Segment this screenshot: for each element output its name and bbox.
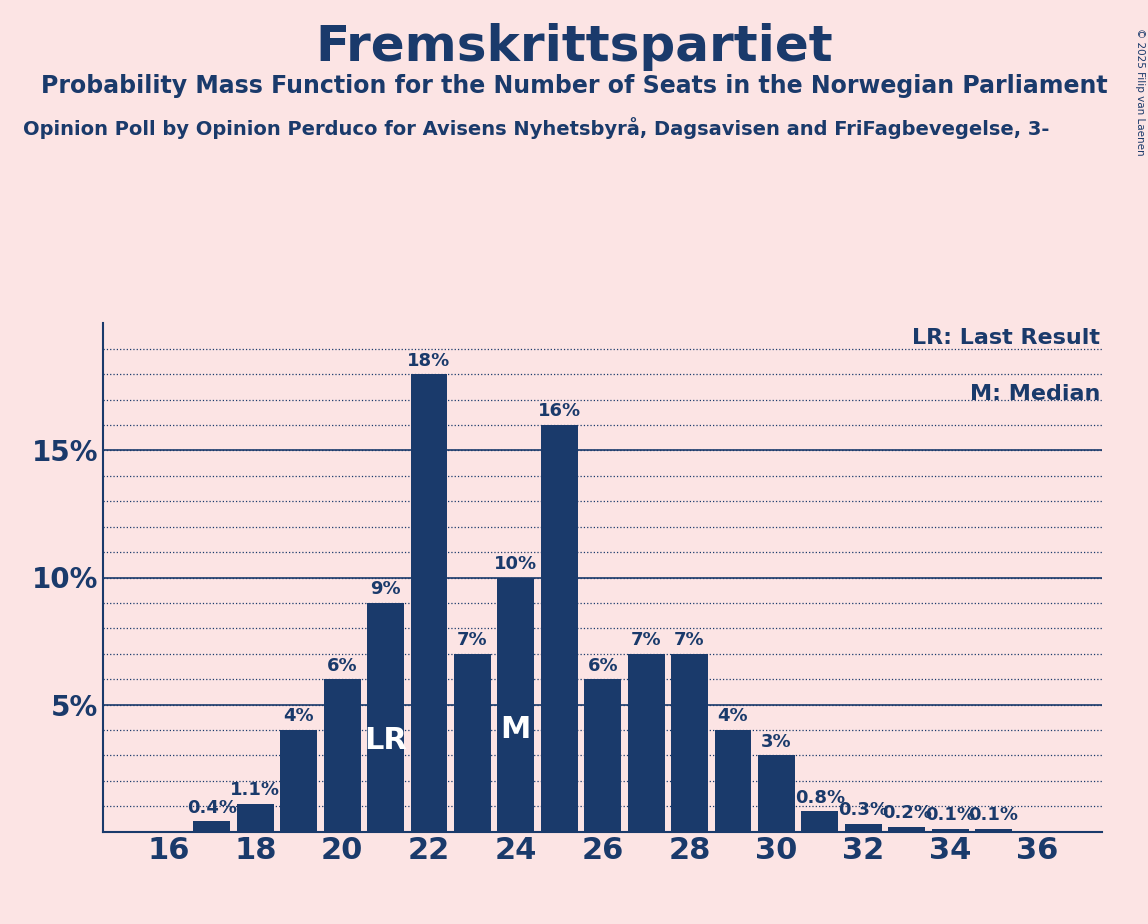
Bar (280, 730, 317, 832)
Bar (975, 829, 1013, 832)
Text: LR: LR (364, 725, 408, 755)
Bar (324, 679, 360, 832)
Text: Probability Mass Function for the Number of Seats in the Norwegian Parliament: Probability Mass Function for the Number… (40, 74, 1108, 98)
Bar (628, 654, 665, 832)
Bar (193, 821, 231, 832)
Text: 6%: 6% (588, 657, 618, 675)
Text: 9%: 9% (371, 580, 401, 599)
Text: 4%: 4% (284, 708, 315, 725)
Text: 0.3%: 0.3% (838, 801, 889, 820)
Text: 0.2%: 0.2% (882, 804, 932, 822)
Bar (497, 578, 534, 832)
Text: 0.4%: 0.4% (187, 799, 236, 817)
Bar (758, 756, 794, 832)
Text: LR: Last Result: LR: Last Result (912, 328, 1100, 348)
Bar (367, 602, 404, 832)
Bar (541, 425, 577, 832)
Text: 3%: 3% (761, 733, 792, 751)
Text: 4%: 4% (718, 708, 748, 725)
Bar (889, 826, 925, 832)
Text: © 2025 Filip van Laenen: © 2025 Filip van Laenen (1135, 28, 1145, 155)
Bar (932, 829, 969, 832)
Text: Opinion Poll by Opinion Perduco for Avisens Nyhetsbyrå, Dagsavisen and FriFagbev: Opinion Poll by Opinion Perduco for Avis… (23, 117, 1049, 140)
Text: 0.1%: 0.1% (925, 807, 975, 824)
Text: Fremskrittspartiet: Fremskrittspartiet (316, 23, 832, 71)
Bar (236, 804, 273, 832)
Text: M: Median: M: Median (970, 384, 1100, 405)
Bar (801, 811, 838, 832)
Text: 0.8%: 0.8% (794, 789, 845, 807)
Bar (411, 374, 448, 832)
Text: 7%: 7% (630, 631, 661, 650)
Bar (584, 679, 621, 832)
Bar (714, 730, 752, 832)
Bar (453, 654, 491, 832)
Text: 18%: 18% (408, 352, 451, 370)
Text: 7%: 7% (674, 631, 705, 650)
Text: 7%: 7% (457, 631, 488, 650)
Bar (672, 654, 708, 832)
Text: 1.1%: 1.1% (231, 781, 280, 799)
Bar (845, 824, 882, 832)
Text: 6%: 6% (327, 657, 357, 675)
Text: 10%: 10% (495, 555, 537, 573)
Text: M: M (501, 715, 532, 745)
Text: 16%: 16% (537, 403, 581, 420)
Text: 0.1%: 0.1% (969, 807, 1018, 824)
